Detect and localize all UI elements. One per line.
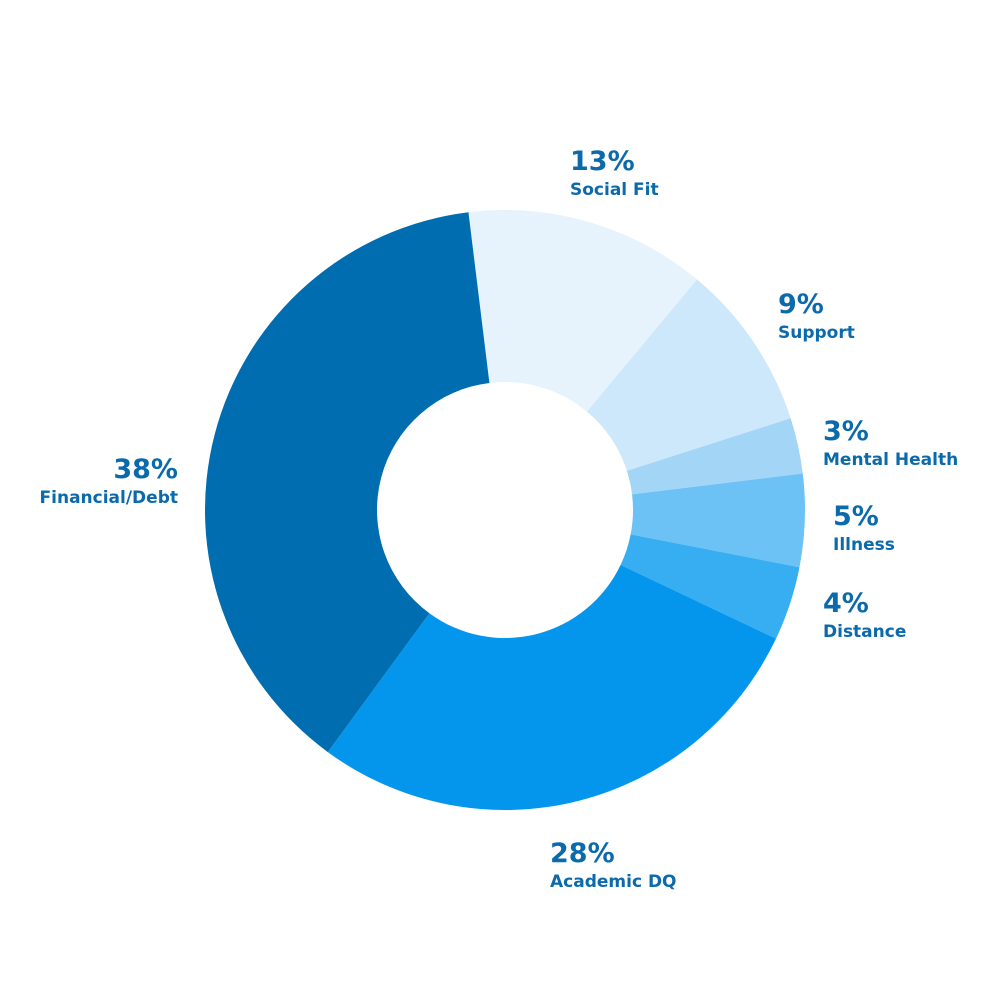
category-label: Social Fit xyxy=(570,180,659,200)
donut-slice xyxy=(626,418,803,495)
value-label: 9% xyxy=(778,289,824,320)
value-label: 3% xyxy=(823,416,869,447)
value-label: 4% xyxy=(823,588,869,619)
donut-slice xyxy=(327,564,777,811)
value-label: 5% xyxy=(833,501,879,532)
donut-slice xyxy=(586,279,791,471)
donut-slice xyxy=(468,210,698,412)
value-label: 28% xyxy=(550,838,615,869)
category-label: Mental Health xyxy=(823,450,958,470)
value-label: 38% xyxy=(113,454,178,485)
donut-slice xyxy=(205,212,490,753)
donut-slice xyxy=(630,473,806,568)
category-label: Financial/Debt xyxy=(40,488,178,508)
category-label: Distance xyxy=(823,622,906,642)
category-label: Illness xyxy=(833,535,895,555)
value-label: 13% xyxy=(570,146,635,177)
category-label: Support xyxy=(778,323,855,343)
category-label: Academic DQ xyxy=(550,872,677,892)
donut-slice xyxy=(620,534,800,639)
